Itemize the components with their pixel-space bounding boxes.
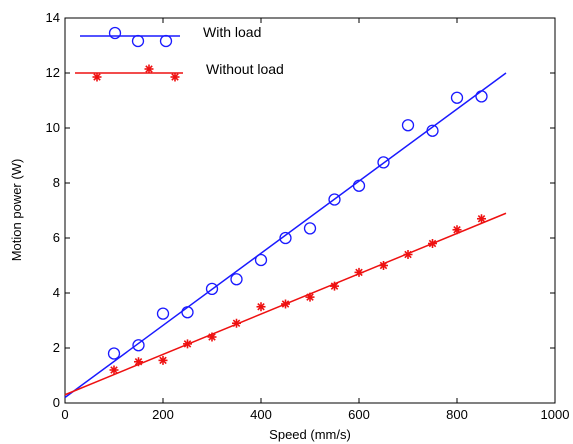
legend-marker-1	[131, 34, 145, 48]
legend-marker-2	[170, 72, 180, 82]
data-point-series-1	[156, 307, 170, 320]
y-tick-label: 2	[53, 340, 60, 355]
data-point-series-2	[158, 355, 168, 365]
data-point-series-1	[205, 282, 219, 296]
data-point-series-1	[450, 91, 464, 104]
y-tick-label: 8	[53, 175, 60, 190]
x-tick-label: 1000	[541, 407, 570, 422]
data-point-series-1	[426, 124, 439, 137]
legend-marker-1	[159, 34, 173, 48]
data-point-series-2	[256, 302, 266, 312]
data-point-series-2	[477, 214, 486, 224]
legend-label-2: Without load	[206, 61, 284, 77]
x-tick-label: 800	[446, 407, 468, 422]
y-axis-label: Motion power (W)	[9, 159, 24, 262]
data-point-series-1	[107, 347, 121, 360]
legend-marker-1	[108, 26, 122, 40]
data-point-series-2	[403, 250, 413, 259]
fit-lines	[64, 72, 507, 399]
legend: With load Without load	[75, 24, 284, 82]
x-tick-label: 200	[152, 407, 174, 422]
x-tick-label: 0	[61, 407, 68, 422]
data-point-series-2	[330, 281, 339, 291]
data-markers	[107, 90, 488, 375]
y-tick-label: 6	[53, 230, 60, 245]
y-tick-label: 0	[53, 395, 60, 410]
x-axis-label: Speed (mm/s)	[269, 427, 351, 442]
data-point-series-2	[281, 299, 290, 309]
x-tick-label: 600	[348, 407, 370, 422]
data-point-series-2	[183, 339, 192, 349]
data-point-series-2	[379, 261, 388, 270]
data-point-series-2	[305, 292, 315, 302]
fit-line-1	[64, 72, 507, 399]
y-tick-label: 12	[46, 65, 60, 80]
data-point-series-1	[132, 339, 145, 352]
data-point-series-2	[207, 332, 217, 342]
data-point-series-2	[134, 357, 143, 367]
y-tick-label: 4	[53, 285, 60, 300]
data-point-series-1	[279, 231, 292, 245]
data-point-series-2	[452, 225, 462, 235]
data-point-series-1	[352, 179, 366, 192]
data-point-series-1	[475, 90, 488, 103]
data-point-series-1	[377, 156, 390, 169]
legend-label-1: With load	[203, 24, 261, 40]
data-point-series-2	[232, 318, 241, 328]
data-point-series-1	[254, 253, 268, 267]
data-point-series-1	[328, 193, 341, 206]
legend-marker-2	[92, 72, 102, 82]
axis-ticks: 0 200 400 600 800 1000 0 2 4 6 8 10 12 14	[46, 10, 570, 422]
y-tick-label: 14	[46, 10, 60, 25]
x-tick-label: 400	[250, 407, 272, 422]
data-point-series-1	[230, 273, 243, 286]
data-point-series-1	[181, 306, 194, 319]
data-point-series-2	[109, 365, 119, 375]
data-point-series-1	[401, 119, 415, 132]
data-point-series-2	[428, 239, 437, 248]
data-point-series-2	[354, 267, 364, 277]
plot-frame	[64, 17, 556, 404]
y-tick-label: 10	[46, 120, 60, 135]
data-point-series-1	[303, 222, 317, 235]
legend-marker-2	[144, 64, 154, 74]
